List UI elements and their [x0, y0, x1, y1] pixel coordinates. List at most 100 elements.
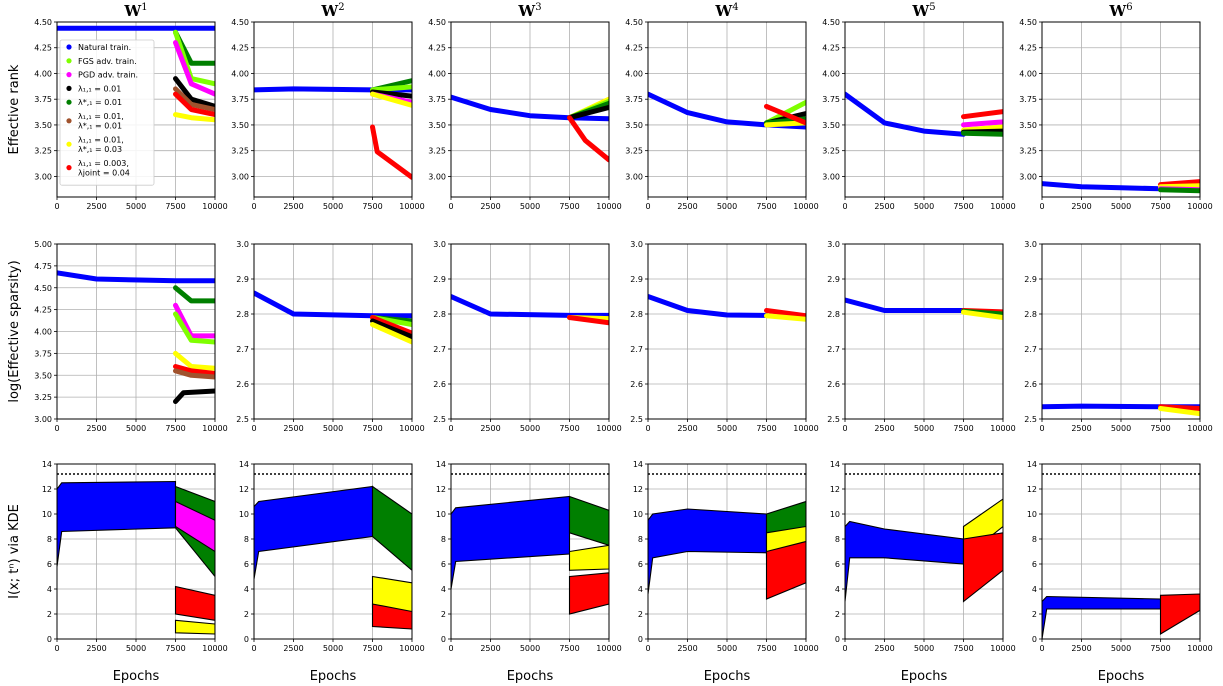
legend-label: λ₁,₁ = 0.01, — [78, 112, 124, 121]
y-tick-label: 14 — [436, 460, 446, 469]
x-tick-label: 2500 — [283, 644, 303, 653]
x-tick-label: 5000 — [323, 202, 343, 211]
y-tick-label: 14 — [239, 460, 249, 469]
x-tick-label: 7500 — [165, 424, 185, 433]
y-tick-label: 2 — [244, 610, 249, 619]
y-tick-label: 3.75 — [1019, 95, 1037, 104]
x-tick-label: 10000 — [399, 644, 424, 653]
column-title-superscript: 5 — [929, 2, 935, 13]
y-tick-label: 3.0 — [1024, 240, 1037, 249]
x-tick-label: 0 — [645, 202, 650, 211]
y-tick-label: 4 — [47, 585, 52, 594]
y-tick-label: 2.8 — [433, 310, 446, 319]
column-title-superscript: 6 — [1126, 2, 1132, 13]
panel-r2-c6: 0 2500 5000 7500 100002.52.62.72.82.93.0 — [1024, 240, 1212, 433]
legend-label: Natural train. — [78, 43, 131, 52]
y-tick-label: 10 — [239, 510, 249, 519]
y-tick-label: 4 — [244, 585, 249, 594]
x-tick-label: 2500 — [1071, 644, 1091, 653]
legend-label: λ₁,₁ = 0.01 — [78, 84, 121, 93]
y-tick-label: 2 — [47, 610, 52, 619]
y-tick-label: 3.25 — [34, 393, 52, 402]
y-tick-label: 2 — [441, 610, 446, 619]
x-tick-label: 10000 — [990, 202, 1015, 211]
x-tick-label: 7500 — [362, 202, 382, 211]
x-tick-label: 10000 — [793, 644, 818, 653]
y-tick-label: 2.6 — [433, 380, 446, 389]
y-axis-label: log(Effective sparsity) — [7, 260, 22, 402]
x-tick-label: 0 — [842, 644, 847, 653]
y-tick-label: 4.50 — [1019, 18, 1037, 27]
x-axis-label: Epochs — [901, 669, 948, 684]
y-tick-label: 3.25 — [1019, 147, 1037, 156]
legend-label: λjoint = 0.04 — [78, 168, 130, 177]
x-tick-label: 10000 — [793, 424, 818, 433]
series-curve-l11_lstar2 — [767, 123, 807, 125]
y-tick-label: 4.00 — [34, 69, 52, 78]
x-tick-label: 0 — [1039, 424, 1044, 433]
legend-label: λ₁,₁ = 0.003, — [78, 159, 129, 168]
y-tick-label: 14 — [830, 460, 840, 469]
y-tick-label: 2.7 — [236, 345, 249, 354]
y-tick-label: 2.9 — [827, 275, 840, 284]
y-tick-label: 3.00 — [1019, 172, 1037, 181]
column-title: W5 — [911, 2, 935, 20]
x-tick-label: 7500 — [559, 644, 579, 653]
x-tick-label: 5000 — [914, 644, 934, 653]
y-tick-label: 2.5 — [433, 415, 446, 424]
y-tick-label: 2.9 — [433, 275, 446, 284]
y-tick-label: 4.00 — [34, 328, 52, 337]
y-tick-label: 4.25 — [625, 44, 643, 53]
y-tick-label: 3.25 — [231, 147, 249, 156]
x-tick-label: 0 — [1039, 644, 1044, 653]
column-title-base: W — [1108, 2, 1127, 20]
series-curve-lstar — [964, 133, 1004, 134]
y-tick-label: 2.8 — [827, 310, 840, 319]
panel-r1-c2: 0 2500 5000 7500 100003.003.253.503.754.004.… — [231, 18, 425, 211]
x-tick-label: 7500 — [953, 202, 973, 211]
x-axis-label: Epochs — [507, 669, 554, 684]
y-tick-label: 3.50 — [822, 121, 840, 130]
x-tick-label: 5000 — [914, 202, 934, 211]
panel-r1-c5: 0 2500 5000 7500 100003.003.253.503.754.004.… — [822, 18, 1016, 211]
y-tick-label: 2.9 — [1024, 275, 1037, 284]
x-tick-label: 0 — [842, 424, 847, 433]
y-tick-label: 4.25 — [428, 44, 446, 53]
x-tick-label: 10000 — [399, 202, 424, 211]
x-tick-label: 10000 — [202, 202, 227, 211]
series-curve-pgd — [964, 122, 1004, 125]
x-tick-label: 10000 — [1187, 644, 1212, 653]
y-tick-label: 10 — [436, 510, 446, 519]
y-tick-label: 3.75 — [34, 349, 52, 358]
x-tick-label: 2500 — [1071, 202, 1091, 211]
x-tick-label: 7500 — [953, 644, 973, 653]
column-title: W3 — [517, 2, 541, 20]
y-tick-label: 5.00 — [34, 240, 52, 249]
y-tick-label: 8 — [47, 535, 52, 544]
panel-r3-c6: 0 2500 5000 7500 1000002468101214 — [1027, 460, 1213, 653]
x-tick-label: 7500 — [756, 424, 776, 433]
x-tick-label: 5000 — [126, 644, 146, 653]
column-title-base: W — [123, 2, 142, 20]
x-tick-label: 2500 — [874, 202, 894, 211]
panel-r2-c2: 0 2500 5000 7500 10000 2.5 2.6 2.7 2.8 2.9 3.0 — [236, 240, 424, 433]
y-tick-label: 2.6 — [630, 380, 643, 389]
panel-r3-c4: 0 2500 5000 7500 1000002468101214 — [633, 460, 819, 653]
y-tick-label: 0 — [1032, 635, 1037, 644]
y-tick-label: 3.0 — [236, 240, 249, 249]
legend-entry-pgd: PGD adv. train. — [66, 71, 138, 80]
x-tick-label: 7500 — [165, 644, 185, 653]
y-tick-label: 3.75 — [625, 95, 643, 104]
panel-r3-c2: 0 2500 5000 7500 1000002468101214 — [239, 460, 425, 653]
x-tick-label: 0 — [448, 644, 453, 653]
y-tick-label: 10 — [633, 510, 643, 519]
x-tick-label: 5000 — [520, 202, 540, 211]
y-tick-label: 14 — [42, 460, 52, 469]
y-tick-label: 2 — [638, 610, 643, 619]
y-tick-label: 2 — [1032, 610, 1037, 619]
x-tick-label: 0 — [645, 644, 650, 653]
x-tick-label: 0 — [842, 202, 847, 211]
y-tick-label: 2.9 — [630, 275, 643, 284]
y-tick-label: 4.25 — [34, 44, 52, 53]
y-tick-label: 4.75 — [34, 262, 52, 271]
